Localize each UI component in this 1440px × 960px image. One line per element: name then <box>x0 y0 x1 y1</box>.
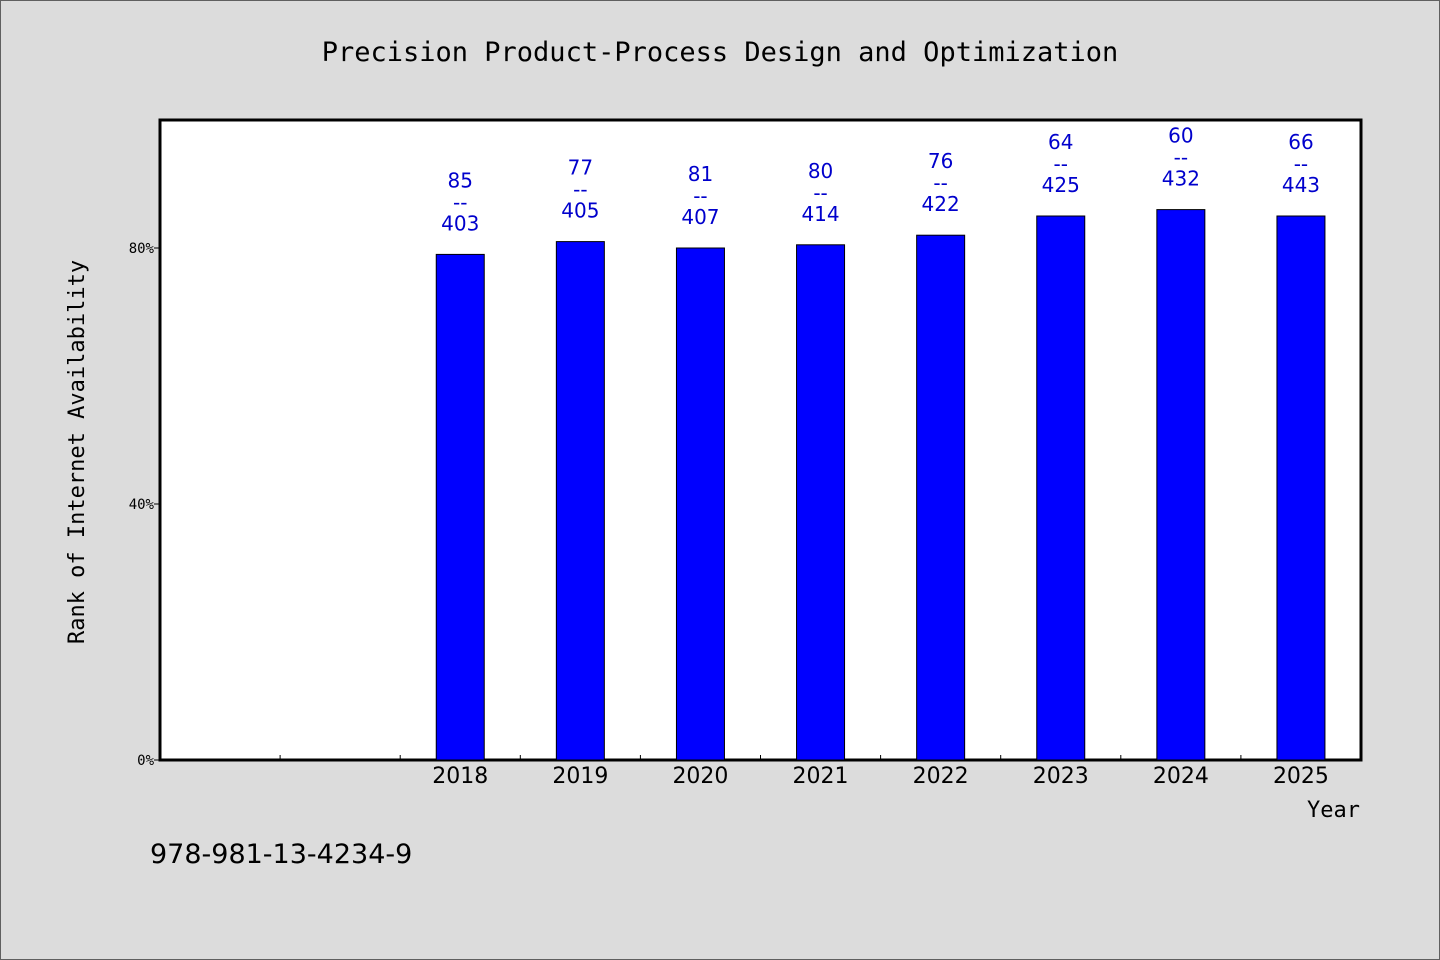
data-label-bottom-2024: 432 <box>1162 167 1200 191</box>
x-tick-label-2021: 2021 <box>793 764 849 789</box>
bar-2018 <box>435 253 485 761</box>
data-label-sep-2018: -- <box>453 190 467 214</box>
data-label-sep-2024: -- <box>1174 146 1188 170</box>
x-tick-label-2023: 2023 <box>1033 764 1089 789</box>
data-label-bottom-2019: 405 <box>561 199 599 223</box>
data-label-top-2020: 81 <box>688 162 713 186</box>
data-label-sep-2019: -- <box>573 178 587 202</box>
data-labels-group: 85--40377--40581--40780--41476--42264--4… <box>441 124 1320 236</box>
data-label-sep-2023: -- <box>1054 152 1068 176</box>
bar-2022 <box>916 234 966 761</box>
x-tick-label-2019: 2019 <box>552 764 608 789</box>
x-tick-label-2024: 2024 <box>1153 764 1209 789</box>
y-axis-label: Rank of Internet Availability <box>65 260 90 644</box>
x-tick-label-2018: 2018 <box>432 764 488 789</box>
data-label-top-2023: 64 <box>1048 130 1073 154</box>
data-label-top-2022: 76 <box>928 149 953 173</box>
y-tick-label: 40% <box>129 497 155 513</box>
x-tick-label-2025: 2025 <box>1273 764 1329 789</box>
bar-2019 <box>555 241 605 761</box>
isbn-footnote: 978-981-13-4234-9 <box>150 839 412 870</box>
chart-title: Precision Product-Process Design and Opt… <box>322 37 1119 68</box>
y-tick-label: 0% <box>137 753 154 769</box>
data-label-sep-2020: -- <box>693 184 707 208</box>
data-label-bottom-2022: 422 <box>922 192 960 216</box>
ticks-group: 0% 40% 80% 2018 2019 2020 2021 2022 2023 2024 2025 <box>129 241 1329 789</box>
x-axis-label: Year <box>1307 798 1360 823</box>
data-label-top-2021: 80 <box>808 159 833 183</box>
bar-2021 <box>796 244 846 761</box>
bars-group <box>435 209 1326 761</box>
bar-2025 <box>1276 215 1326 761</box>
data-label-sep-2025: -- <box>1294 152 1308 176</box>
bar-2024 <box>1156 209 1206 761</box>
data-label-bottom-2025: 443 <box>1282 173 1320 197</box>
data-label-sep-2021: -- <box>813 181 827 205</box>
x-tick-label-2020: 2020 <box>672 764 728 789</box>
bar-2020 <box>675 247 725 761</box>
data-label-top-2019: 77 <box>568 156 593 180</box>
data-label-top-2025: 66 <box>1288 130 1313 154</box>
data-label-top-2024: 60 <box>1168 124 1193 148</box>
data-label-sep-2022: -- <box>933 171 947 195</box>
data-label-bottom-2023: 425 <box>1042 173 1080 197</box>
data-label-bottom-2020: 407 <box>681 205 719 229</box>
bar-2023 <box>1036 215 1086 761</box>
data-label-top-2018: 85 <box>448 168 473 192</box>
data-label-bottom-2021: 414 <box>801 202 839 226</box>
data-label-bottom-2018: 403 <box>441 211 479 235</box>
y-tick-label: 80% <box>129 241 155 257</box>
x-tick-label-2022: 2022 <box>913 764 969 789</box>
